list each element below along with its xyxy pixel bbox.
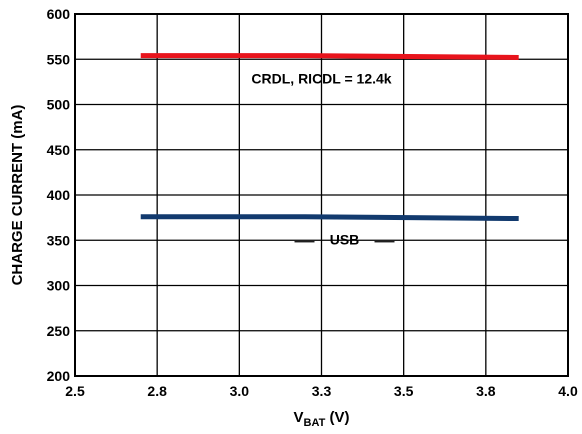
x-tick-label: 3.5 xyxy=(394,383,414,399)
plot-frame xyxy=(74,13,569,377)
y-tick-label: 350 xyxy=(47,232,71,248)
x-tick-label: 2.8 xyxy=(147,383,167,399)
y-tick-label: 250 xyxy=(47,323,71,339)
series-layer xyxy=(140,53,519,222)
y-tick-label: 600 xyxy=(47,6,71,22)
x-axis-label-main: V xyxy=(294,409,304,426)
x-tick-label: 4.0 xyxy=(558,383,578,399)
series-line-crdl xyxy=(140,53,519,60)
x-axis-label-unit: (V) xyxy=(325,409,349,426)
y-tick-label: 500 xyxy=(47,97,71,113)
y-tick-label: 450 xyxy=(47,142,71,158)
y-tick-label: 400 xyxy=(47,187,71,203)
y-tick-label: 300 xyxy=(47,278,71,294)
x-tick-label: 3.0 xyxy=(230,383,250,399)
y-tick-labels: 200 250 300 350 400 450 500 550 600 xyxy=(47,6,71,384)
x-tick-label: 2.5 xyxy=(65,383,85,399)
y-axis-label: CHARGE CURRENT (mA) xyxy=(9,105,26,286)
series-label-crdl: CRDL, RICDL = 12.4k xyxy=(251,71,391,87)
x-axis-label-subscript: BAT xyxy=(304,417,326,429)
series-line-usb xyxy=(140,214,519,222)
series-annotations: CRDL, RICDL = 12.4k USB xyxy=(251,71,395,248)
x-tick-label: 3.8 xyxy=(476,383,496,399)
x-tick-label: 3.3 xyxy=(312,383,332,399)
x-axis-label: VBAT (V) xyxy=(294,409,350,429)
y-tick-label: 550 xyxy=(47,51,71,67)
x-tick-labels: 2.5 2.8 3.0 3.3 3.5 3.8 4.0 xyxy=(65,383,578,399)
y-tick-label: 200 xyxy=(47,368,71,384)
grid xyxy=(74,13,569,377)
series-label-usb: USB xyxy=(330,232,360,248)
